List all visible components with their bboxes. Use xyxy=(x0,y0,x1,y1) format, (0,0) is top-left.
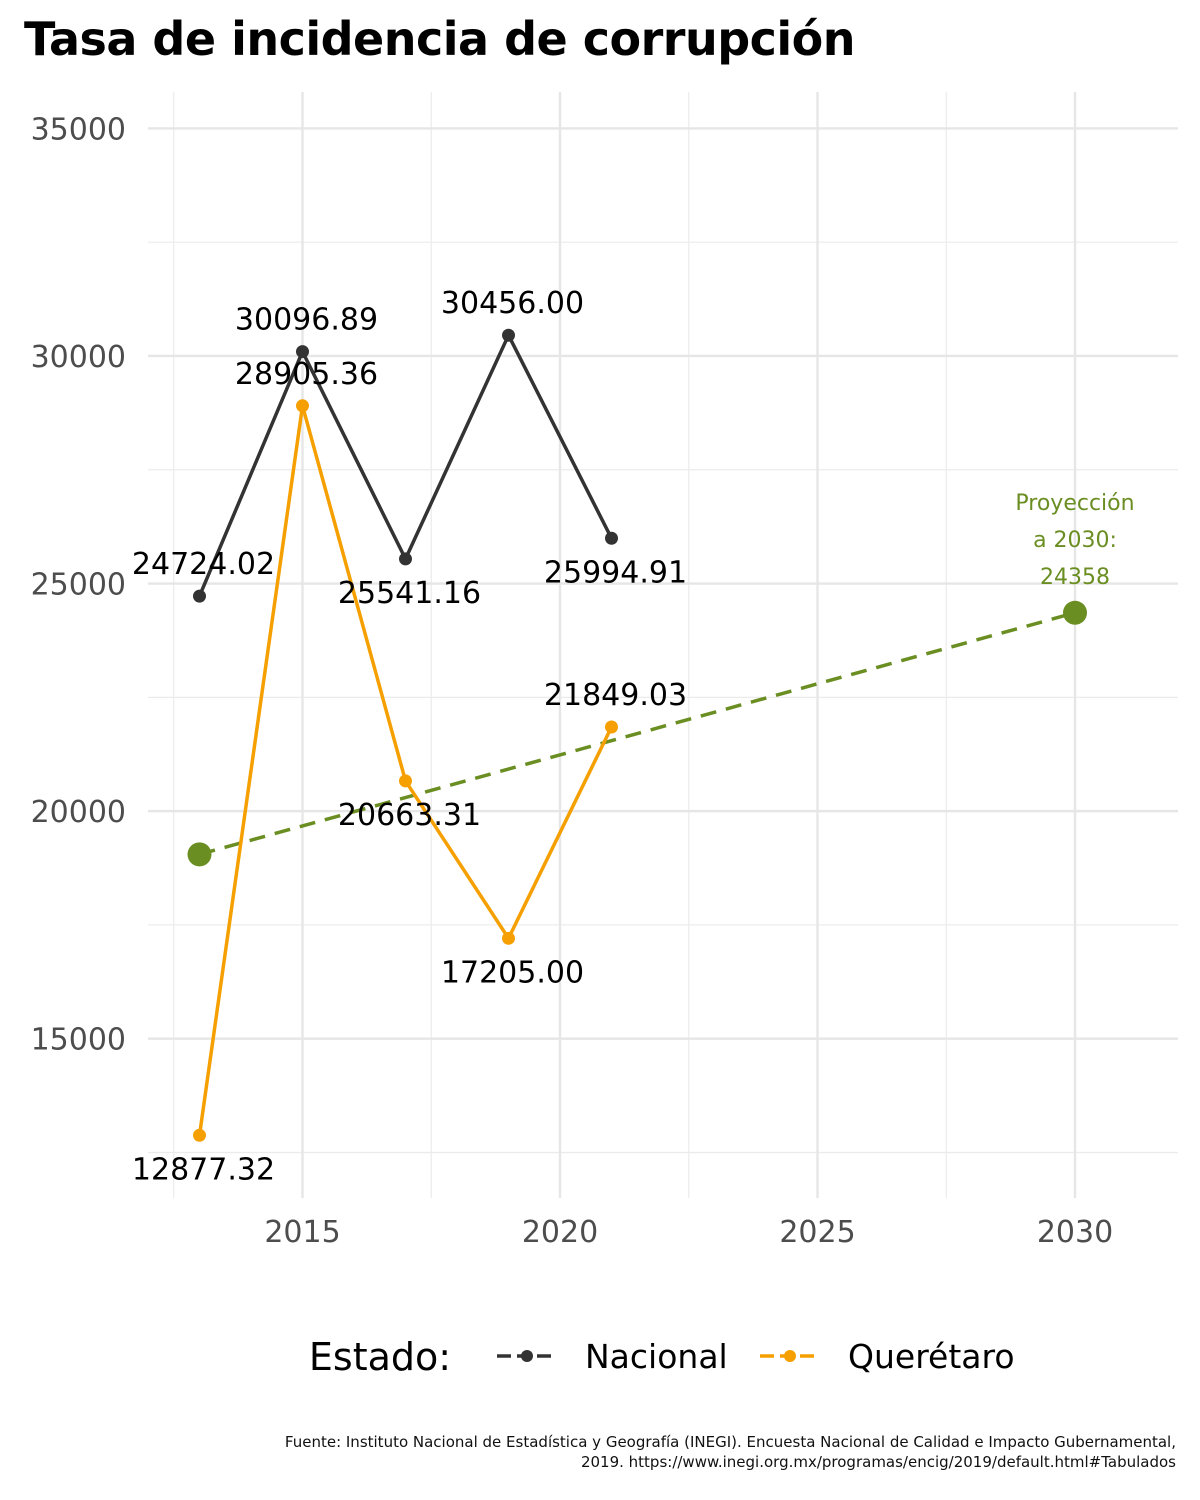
source-caption: Fuente: Instituto Nacional de Estadístic… xyxy=(285,1432,1176,1472)
data-label: 30456.00 xyxy=(441,286,584,321)
data-label: 28905.36 xyxy=(235,357,378,392)
y-tick-label: 35000 xyxy=(31,112,126,147)
caption-line: Fuente: Instituto Nacional de Estadístic… xyxy=(284,1433,1176,1451)
trend-annotation: a 2030: xyxy=(1033,528,1117,553)
data-labels: 24724.02 30096.89 25541.16 30456.00 25994.91… xyxy=(132,286,687,1187)
chart-title: Tasa de incidencia de corrupción xyxy=(24,12,856,66)
data-label: 17205.00 xyxy=(441,955,584,990)
trend-projection: Proyección a 2030: 24358 xyxy=(187,491,1135,867)
data-point xyxy=(296,399,309,413)
data-point xyxy=(193,589,206,603)
y-tick-label: 25000 xyxy=(31,568,126,603)
data-point xyxy=(605,531,618,545)
data-point xyxy=(399,774,412,788)
caption-line: 2019. https://www.inegi.org.mx/programas… xyxy=(580,1453,1176,1471)
axis-tick-labels: 2015 2020 2025 2030 15000 20000 25000 30000 3500… xyxy=(31,112,1114,1250)
y-tick-label: 20000 xyxy=(31,795,126,830)
data-point xyxy=(605,720,618,734)
data-point xyxy=(296,345,309,359)
data-label: 21849.03 xyxy=(544,678,687,713)
trend-end-point xyxy=(1063,600,1087,625)
x-tick-label: 2020 xyxy=(522,1215,598,1250)
data-label: 20663.31 xyxy=(338,798,481,833)
data-point xyxy=(193,1128,206,1142)
trend-line xyxy=(199,611,1076,857)
data-label: 30096.89 xyxy=(235,303,378,338)
trend-annotation: 24358 xyxy=(1040,565,1110,590)
legend-key-point xyxy=(784,1350,796,1362)
data-label: 12877.32 xyxy=(132,1152,275,1187)
data-point xyxy=(399,552,412,566)
series-line xyxy=(197,404,614,1136)
legend-label: Nacional xyxy=(585,1337,728,1376)
x-tick-label: 2030 xyxy=(1037,1215,1113,1250)
data-label: 24724.02 xyxy=(132,547,275,582)
legend-label: Querétaro xyxy=(848,1337,1015,1376)
data-label: 25541.16 xyxy=(338,576,481,611)
grid xyxy=(148,92,1178,1198)
series-lines xyxy=(193,328,618,1142)
legend: Estado: Nacional Querétaro xyxy=(309,1335,1015,1379)
y-tick-label: 15000 xyxy=(31,1023,126,1058)
trend-start-point xyxy=(187,842,212,867)
data-point xyxy=(502,931,515,945)
y-tick-label: 30000 xyxy=(31,340,126,375)
x-tick-label: 2025 xyxy=(779,1215,855,1250)
legend-key-point xyxy=(521,1350,533,1362)
x-tick-label: 2015 xyxy=(264,1215,340,1250)
data-point xyxy=(502,328,515,342)
data-label: 25994.91 xyxy=(544,555,687,590)
trend-annotation: Proyección xyxy=(1015,491,1134,516)
legend-title: Estado: xyxy=(309,1335,451,1379)
